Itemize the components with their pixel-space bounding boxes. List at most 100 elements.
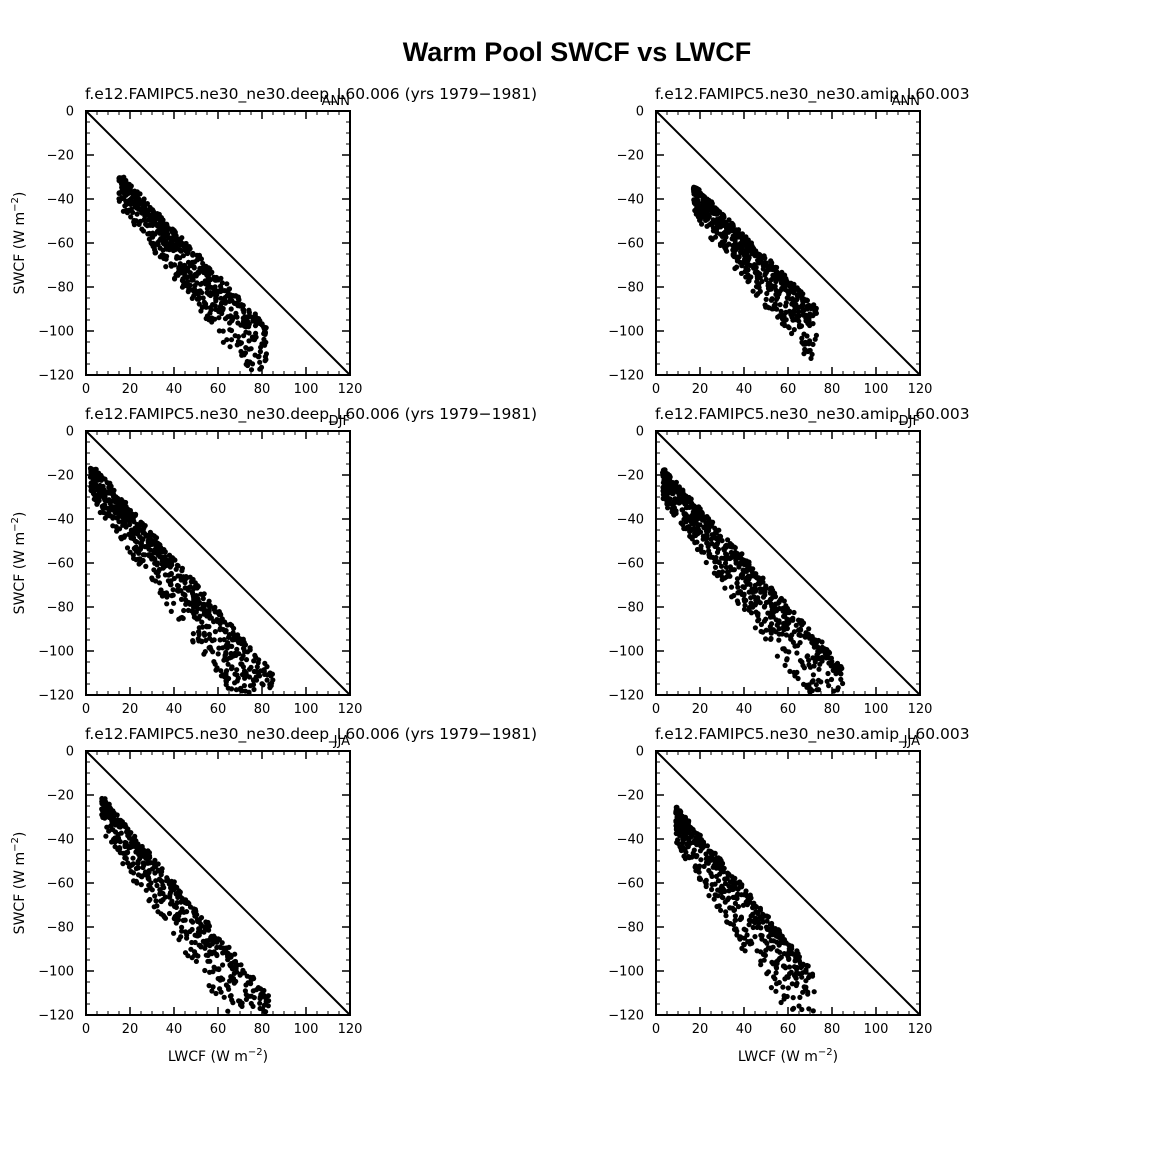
data-point <box>257 359 263 365</box>
data-point <box>784 610 791 616</box>
data-point <box>700 536 706 542</box>
data-point <box>761 254 767 260</box>
data-point <box>264 677 270 683</box>
data-point <box>216 328 222 334</box>
data-point <box>696 504 702 510</box>
data-point <box>793 975 799 981</box>
data-point <box>700 199 706 205</box>
data-point <box>773 266 779 272</box>
data-point <box>744 567 750 573</box>
data-point <box>179 568 185 574</box>
data-point <box>228 650 234 657</box>
data-point <box>797 640 803 646</box>
data-point <box>129 189 135 195</box>
y-axis-label-text: SWCF (W m <box>12 212 28 294</box>
data-point <box>228 993 234 999</box>
data-point <box>213 667 219 673</box>
data-point <box>217 637 223 643</box>
data-point <box>699 509 705 515</box>
data-point <box>809 639 815 646</box>
data-point <box>194 916 200 923</box>
data-point <box>701 516 707 522</box>
data-point <box>786 964 793 970</box>
data-point <box>117 526 123 532</box>
data-point <box>204 624 210 630</box>
data-point <box>794 292 801 298</box>
data-point <box>746 607 752 613</box>
data-point <box>130 855 136 861</box>
data-point <box>160 882 166 888</box>
data-point <box>115 499 121 505</box>
data-point <box>150 243 156 249</box>
data-point <box>786 649 792 655</box>
data-point <box>132 843 139 849</box>
data-point <box>709 873 715 880</box>
data-point <box>678 829 684 835</box>
data-point <box>669 486 675 492</box>
data-point <box>215 651 221 657</box>
scatter-points <box>690 184 820 361</box>
data-point <box>739 244 745 250</box>
x-axis-label: LWCF (W m−2) <box>168 1047 268 1065</box>
data-point <box>798 627 804 633</box>
data-point <box>164 253 170 259</box>
data-point <box>215 936 221 942</box>
data-point <box>719 239 726 245</box>
data-point <box>696 869 702 875</box>
data-point <box>702 879 708 885</box>
data-point <box>833 662 839 668</box>
data-point <box>221 637 227 643</box>
data-point <box>775 958 781 964</box>
data-point <box>209 315 215 321</box>
data-point <box>127 549 133 555</box>
y-tick-label: −40 <box>617 833 644 848</box>
x-tick-label: 0 <box>82 382 90 397</box>
data-point <box>732 229 738 235</box>
y-tick-label: −120 <box>608 369 644 384</box>
y-tick-label: −60 <box>47 877 74 892</box>
data-point <box>207 266 213 272</box>
data-point <box>705 211 711 217</box>
data-point <box>122 203 128 209</box>
data-point <box>176 616 182 622</box>
data-point <box>795 951 801 957</box>
y-axis-label: SWCF (W m−2) <box>10 832 28 935</box>
data-point <box>213 990 219 997</box>
data-point <box>662 473 668 479</box>
season-label: DJF <box>329 414 350 429</box>
data-point <box>771 938 777 944</box>
data-point <box>757 288 763 294</box>
data-point <box>737 936 743 942</box>
data-point <box>787 634 794 640</box>
data-point <box>704 540 710 546</box>
data-point <box>142 211 148 217</box>
y-tick-label: −20 <box>617 469 644 484</box>
y-axis-label-text: SWCF (W m <box>12 532 28 614</box>
data-point <box>725 872 731 878</box>
data-point <box>706 222 713 228</box>
data-point <box>201 651 207 657</box>
data-point <box>811 989 817 995</box>
data-point <box>194 585 200 591</box>
data-point <box>152 212 159 218</box>
data-point <box>152 864 158 870</box>
data-point <box>232 333 238 339</box>
data-point <box>220 328 226 334</box>
data-point <box>197 254 203 260</box>
data-point <box>688 513 695 519</box>
data-point <box>212 277 218 283</box>
data-point <box>743 265 749 271</box>
data-point <box>199 606 205 612</box>
data-point <box>207 277 213 283</box>
data-point <box>155 867 161 873</box>
data-point <box>231 970 237 977</box>
data-point <box>236 296 242 302</box>
data-point <box>806 657 812 663</box>
data-point <box>245 362 251 369</box>
data-point <box>132 525 138 531</box>
data-point <box>713 528 719 534</box>
data-point <box>88 474 94 480</box>
data-point <box>141 850 147 856</box>
plot-frame <box>85 110 351 376</box>
data-point <box>236 998 242 1004</box>
